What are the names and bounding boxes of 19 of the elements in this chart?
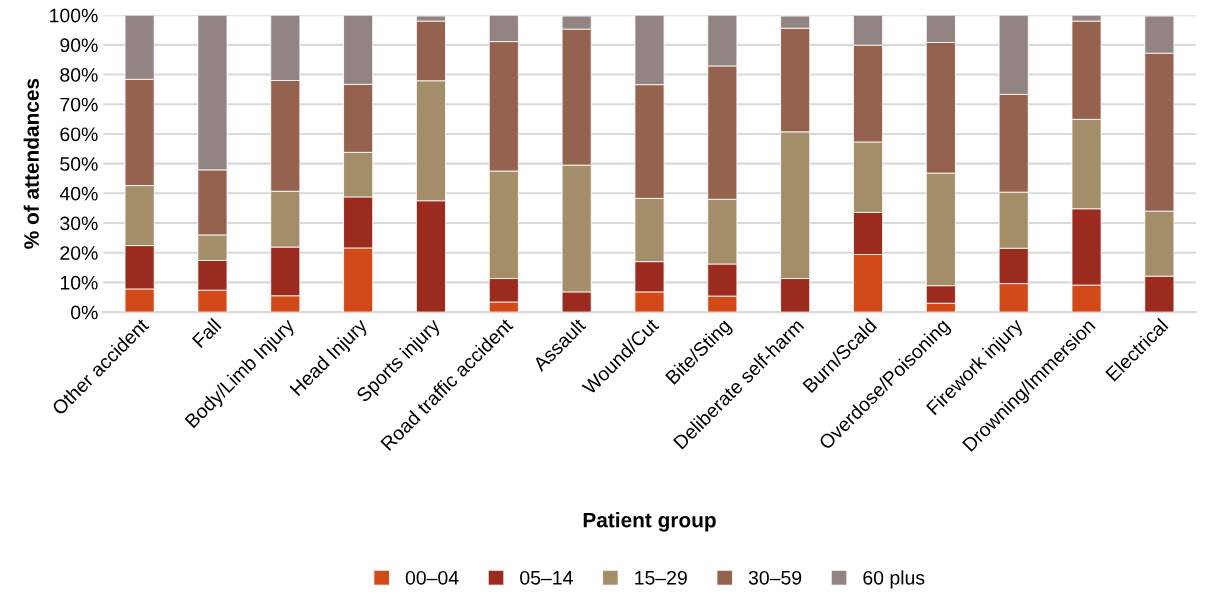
legend-label: 60 plus <box>863 570 925 589</box>
y-tick-label: 100% <box>50 8 98 23</box>
y-tick-label: 70% <box>60 97 98 112</box>
legend-label: 00–04 <box>405 570 459 585</box>
y-tick-label: 0% <box>70 305 98 320</box>
y-tick-label: 90% <box>60 38 98 53</box>
y-tick-label: 30% <box>60 216 98 231</box>
y-tick-label: 80% <box>60 68 98 82</box>
legend-label: 30–59 <box>748 570 802 585</box>
y-tick-label: 10% <box>60 275 98 290</box>
y-tick-label: 40% <box>59 186 98 201</box>
y-axis-title: % of attendances <box>23 78 39 249</box>
x-axis-title: Patient group <box>583 512 716 532</box>
legend-label: 05–14 <box>520 570 573 585</box>
y-tick-label: 20% <box>60 246 98 260</box>
legend-label: 15–29 <box>635 570 687 585</box>
y-tick-label: 50% <box>60 157 98 171</box>
x-tick-label: Fall <box>191 317 222 349</box>
y-tick-label: 60% <box>60 127 98 142</box>
